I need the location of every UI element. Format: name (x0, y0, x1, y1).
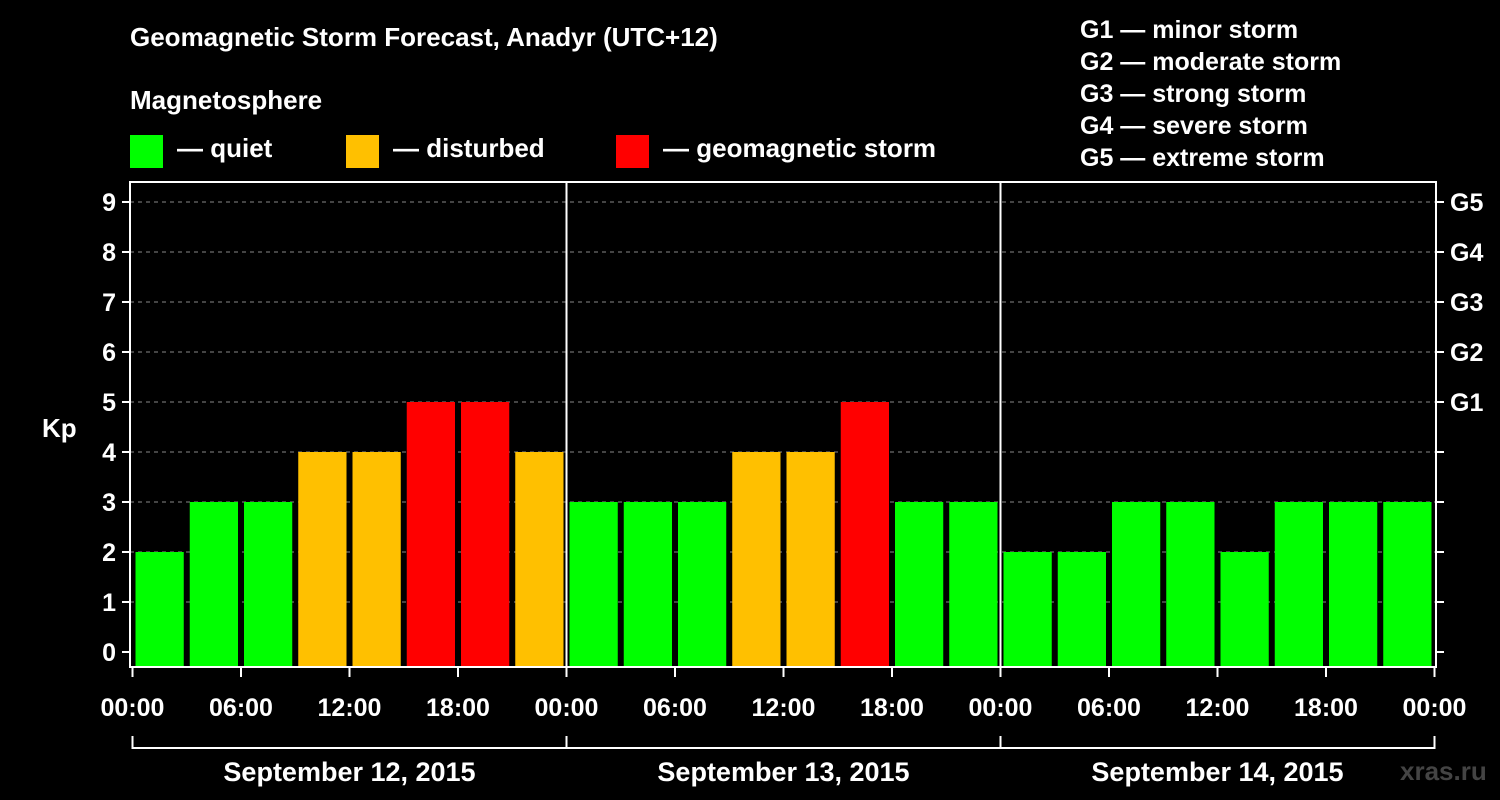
xtick-label-8: 00:00 (969, 694, 1033, 722)
ytick-label-1: 1 (102, 589, 116, 617)
day-label-2: September 13, 2015 (657, 757, 909, 787)
bar-8 (515, 452, 564, 667)
day-label-3: September 14, 2015 (1091, 757, 1343, 787)
ytick-label-7: 7 (102, 289, 116, 317)
bar-24 (1383, 502, 1432, 667)
bar-7 (461, 402, 510, 667)
storm-level-g3: G3 — strong storm (1080, 80, 1307, 108)
ytick-label-4: 4 (102, 439, 116, 467)
right-tick-label-g4: G4 (1450, 239, 1483, 267)
xtick-label-2: 12:00 (318, 694, 382, 722)
bar-3 (244, 502, 293, 667)
legend-swatch-storm (616, 134, 649, 168)
watermark: xras.ru (1400, 756, 1487, 786)
bar-22 (1274, 502, 1323, 667)
xtick-label-4: 00:00 (535, 694, 599, 722)
ytick-label-9: 9 (102, 189, 116, 217)
bar-2 (189, 502, 238, 667)
ytick-label-5: 5 (102, 389, 116, 417)
right-tick-label-g5: G5 (1450, 189, 1483, 217)
ytick-label-8: 8 (102, 239, 116, 267)
magnetosphere-label: Magnetosphere (130, 85, 323, 115)
xtick-label-10: 12:00 (1186, 694, 1250, 722)
legend-item-quiet: — quiet (130, 132, 273, 168)
xtick-label-11: 18:00 (1294, 694, 1358, 722)
xtick-label-5: 06:00 (643, 694, 707, 722)
bar-17 (1003, 552, 1052, 667)
xtick-label-12: 00:00 (1403, 694, 1467, 722)
ytick-label-6: 6 (102, 339, 116, 367)
legend-label-quiet: — quiet (177, 132, 273, 163)
right-tick-label-g2: G2 (1450, 339, 1483, 367)
xtick-label-9: 06:00 (1077, 694, 1141, 722)
xtick-label-6: 12:00 (752, 694, 816, 722)
bar-4 (298, 452, 347, 667)
bar-23 (1329, 502, 1378, 667)
y-axis-label: Kp (42, 413, 77, 443)
xtick-label-7: 18:00 (860, 694, 924, 722)
bar-1 (135, 552, 184, 667)
bar-9 (569, 502, 618, 667)
legend-label-storm: — geomagnetic storm (663, 132, 937, 163)
bar-18 (1057, 552, 1106, 667)
bar-6 (406, 402, 455, 667)
legend-item-disturbed: — disturbed (346, 132, 545, 168)
ytick-label-2: 2 (102, 539, 116, 567)
xtick-label-1: 06:00 (209, 694, 273, 722)
bar-12 (732, 452, 781, 667)
storm-level-g2: G2 — moderate storm (1080, 48, 1342, 76)
storm-level-legend: G1 — minor storm G2 — moderate storm G3 … (1080, 14, 1341, 174)
day-label-1: September 12, 2015 (223, 757, 475, 787)
bar-15 (895, 502, 944, 667)
bar-14 (840, 402, 889, 667)
xtick-label-3: 18:00 (426, 694, 490, 722)
bar-21 (1220, 552, 1269, 667)
xtick-label-0: 00:00 (101, 694, 165, 722)
storm-level-g4: G4 — severe storm (1080, 112, 1308, 140)
bar-5 (352, 452, 401, 667)
bar-16 (949, 502, 998, 667)
legend-item-storm: — geomagnetic storm (616, 132, 937, 168)
bar-11 (678, 502, 727, 667)
storm-level-g1: G1 — minor storm (1080, 16, 1299, 44)
legend-swatch-quiet (130, 134, 163, 168)
bar-13 (786, 452, 835, 667)
legend-swatch-disturbed (346, 134, 379, 168)
legend-label-disturbed: — disturbed (393, 132, 545, 163)
storm-level-g5: G5 — extreme storm (1080, 144, 1325, 172)
bar-19 (1112, 502, 1161, 667)
right-tick-label-g1: G1 (1450, 389, 1483, 417)
bar-20 (1166, 502, 1215, 667)
ytick-label-3: 3 (102, 489, 116, 517)
chart-title: Geomagnetic Storm Forecast, Anadyr (UTC+… (130, 22, 718, 52)
right-tick-label-g3: G3 (1450, 289, 1483, 317)
ytick-label-0: 0 (102, 639, 116, 667)
bar-10 (623, 502, 672, 667)
